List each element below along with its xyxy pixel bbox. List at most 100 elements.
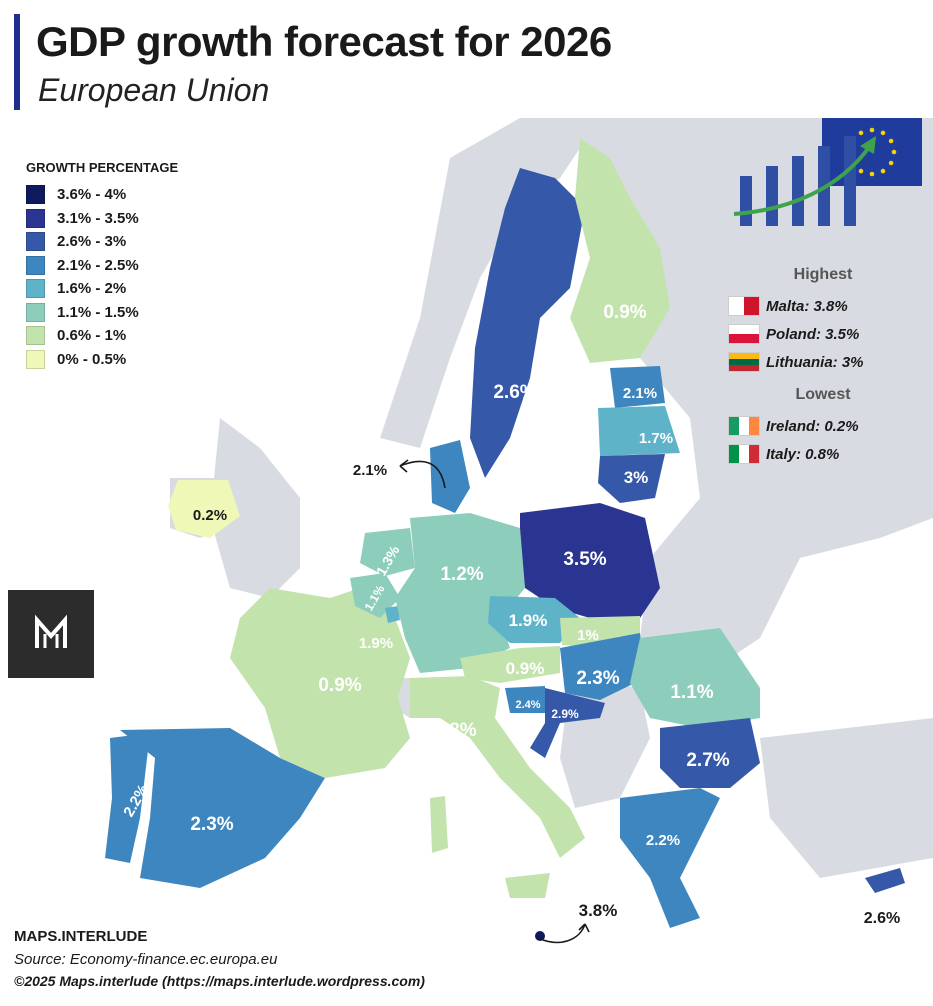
legend-item: 1.6% - 2%: [26, 277, 178, 301]
legend-label: 1.6% - 2%: [57, 280, 127, 298]
legend-label: 3.1% - 3.5%: [57, 209, 139, 227]
legend-item: 1.1% - 1.5%: [26, 301, 178, 325]
label-ireland: 0.2%: [193, 507, 227, 524]
country-greece: [620, 788, 720, 928]
label-germany: 1.2%: [440, 564, 483, 585]
label-sweden: 2.6%: [493, 382, 536, 403]
legend-item: 0% - 0.5%: [26, 348, 178, 372]
europe-map: 0.2% 2.3% 2.2% 0.9% 1.9% 1.1% 1.3% 1.2% …: [105, 118, 933, 944]
page-title: GDP growth forecast for 2026: [36, 18, 612, 65]
label-malta: 3.8%: [579, 901, 618, 920]
source-text: Source: Economy-finance.ec.europa.eu: [14, 951, 278, 968]
ranking-panel: Highest Malta: 3.8% Poland: 3.5% Lithuania…: [728, 262, 918, 468]
ranking-text: Poland: 3.5%: [766, 325, 860, 343]
legend-swatch: [26, 232, 45, 252]
brand-name: MAPS.INTERLUDE: [14, 928, 148, 945]
legend-swatch: [26, 326, 45, 346]
malta-arrowhead: [578, 923, 590, 933]
legend-label: 0.6% - 1%: [57, 327, 127, 345]
country-france: [230, 588, 410, 778]
country-germany: [395, 513, 525, 673]
label-poland: 3.5%: [563, 549, 606, 570]
country-finland: [570, 138, 670, 363]
label-denmark: 2.1%: [353, 462, 387, 479]
country-czechia: [488, 596, 580, 643]
legend: GROWTH PERCENTAGE 3.6% - 4% 3.1% - 3.5% 2.…: [26, 160, 178, 371]
country-austria: [460, 646, 560, 683]
ranking-item: Italy: 0.8%: [728, 440, 918, 468]
country-italy-sicily: [505, 873, 550, 898]
country-sweden: [470, 168, 585, 478]
country-belgium: [350, 573, 400, 618]
eu-growth-illustration: [733, 118, 922, 226]
denmark-arrowhead: [399, 459, 409, 473]
country-italy-sardinia: [430, 796, 448, 853]
ranking-text: Lithuania: 3%: [766, 353, 864, 371]
label-bulgaria: 2.7%: [686, 750, 729, 771]
lithuania-flag-icon: [728, 352, 760, 372]
label-estonia: 2.1%: [623, 385, 657, 402]
ranking-text: Ireland: 0.2%: [766, 417, 859, 435]
label-greece: 2.2%: [646, 832, 680, 849]
eu-star-icon: [891, 149, 897, 155]
label-croatia: 2.9%: [551, 707, 579, 721]
label-slovakia: 1%: [577, 627, 599, 644]
label-czechia: 1.9%: [509, 611, 548, 630]
italy-flag-icon: [728, 444, 760, 464]
legend-swatch: [26, 208, 45, 228]
ranking-text: Malta: 3.8%: [766, 297, 848, 315]
eu-star-icon: [869, 127, 875, 133]
ireland-flag-icon: [728, 416, 760, 436]
country-romania: [630, 628, 760, 728]
label-austria: 0.9%: [506, 659, 545, 678]
growth-bar-3: [792, 156, 804, 226]
eu-star-icon: [880, 168, 886, 174]
country-estonia: [610, 366, 665, 408]
growth-bar-2: [766, 166, 778, 226]
malta-flag-icon: [728, 296, 760, 316]
legend-swatch: [26, 185, 45, 205]
label-slovenia: 2.4%: [515, 699, 540, 711]
country-hungary: [560, 633, 645, 700]
eu-star-icon: [888, 160, 894, 166]
maps-interlude-logo: [8, 590, 94, 678]
growth-bar-1: [740, 176, 752, 226]
label-romania: 1.1%: [670, 682, 713, 703]
label-hungary: 2.3%: [576, 668, 619, 689]
legend-label: 3.6% - 4%: [57, 186, 127, 204]
country-bulgaria: [660, 718, 760, 788]
label-latvia: 1.7%: [639, 430, 673, 447]
lowest-heading: Lowest: [795, 386, 851, 403]
country-malta: [535, 931, 545, 941]
eu-star-icon: [858, 130, 864, 136]
country-italy: [410, 676, 585, 858]
eu-star-icon: [858, 168, 864, 174]
page-subtitle: European Union: [38, 72, 270, 108]
country-portugal: [105, 733, 150, 863]
highest-heading: Highest: [793, 266, 853, 283]
ranking-item: Lithuania: 3%: [728, 348, 918, 376]
malta-pointer-arrow: [537, 923, 586, 944]
country-croatia: [530, 688, 605, 758]
label-spain: 2.3%: [190, 814, 233, 835]
growth-arrowhead: [860, 136, 876, 154]
country-poland: [520, 503, 660, 618]
poland-flag-icon: [728, 324, 760, 344]
ranking-item: Ireland: 0.2%: [728, 412, 918, 440]
legend-label: 0% - 0.5%: [57, 350, 127, 368]
country-cyprus: [865, 868, 905, 893]
label-cyprus: 2.6%: [864, 910, 900, 927]
legend-label: 1.1% - 1.5%: [57, 303, 139, 321]
legend-item: 2.1% - 2.5%: [26, 254, 178, 278]
legend-item: 0.6% - 1%: [26, 324, 178, 348]
country-slovenia: [505, 686, 545, 713]
legend-title: GROWTH PERCENTAGE: [26, 160, 179, 175]
country-ireland: [168, 480, 240, 538]
eu-star-icon: [869, 171, 875, 177]
label-finland: 0.9%: [603, 302, 646, 323]
legend-swatch: [26, 255, 45, 275]
legend-item: 2.6% - 3%: [26, 230, 178, 254]
label-france: 0.9%: [318, 675, 361, 696]
eu-star-icon: [888, 138, 894, 144]
legend-swatch: [26, 349, 45, 369]
